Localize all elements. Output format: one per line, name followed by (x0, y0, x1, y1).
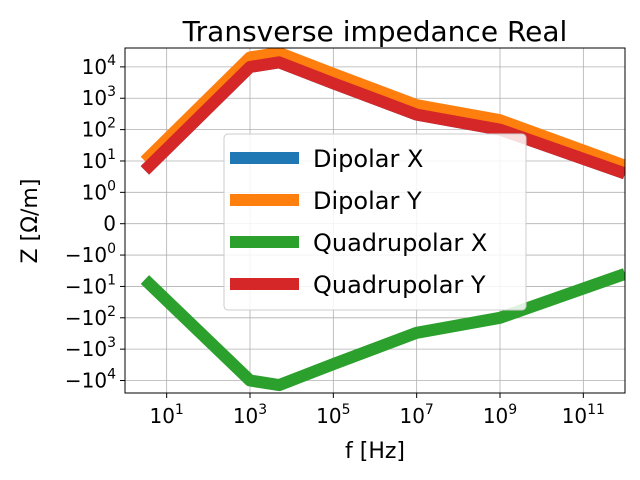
x-tick-label: 105 (316, 402, 350, 428)
x-axis-label: f [Hz] (345, 439, 405, 464)
y-tick-exponent: 3 (107, 84, 116, 100)
x-tick-exponent: 7 (425, 402, 434, 418)
x-tick-label: 103 (233, 402, 267, 428)
legend-label: Quadrupolar Y (313, 271, 486, 299)
x-ticks: 101 103 105 107 109 1011 (149, 393, 605, 428)
legend-label: Dipolar X (313, 145, 423, 173)
y-tick-label: −103 (65, 335, 116, 361)
y-tick-exponent: 3 (107, 335, 116, 351)
y-axis-label: Z [Ω/m] (18, 179, 43, 264)
series-line-dipolar-y (140, 48, 625, 172)
x-tick-exponent: 9 (508, 402, 517, 418)
y-tick-exponent: 1 (107, 147, 116, 163)
legend: Dipolar X Dipolar Y Quadrupolar X Quadrupol… (223, 133, 527, 311)
x-tick-exponent: 3 (258, 402, 267, 418)
y-tick-label: −102 (65, 304, 116, 330)
y-tick-label: −101 (65, 272, 116, 298)
chart-title: Transverse impedance Real (182, 15, 568, 48)
series-line-quadrupolar-x (140, 268, 625, 392)
x-tick-exponent: 11 (587, 402, 605, 418)
plot-frame (124, 47, 626, 394)
y-tick-exponent: 2 (107, 116, 116, 132)
y-tick-exponent: 0 (107, 241, 116, 257)
legend-label: Quadrupolar X (313, 229, 487, 257)
x-tick-label: 107 (399, 402, 433, 428)
y-tick-exponent: 4 (107, 367, 116, 383)
y-tick-exponent: 1 (107, 272, 116, 288)
x-tick-exponent: 5 (342, 402, 351, 418)
y-tick-label: 102 (82, 116, 116, 142)
y-tick-label: 104 (82, 53, 116, 79)
series-line-quadrupolar-y (140, 56, 625, 180)
x-tick-label: 109 (483, 402, 517, 428)
x-tick-label: 101 (149, 402, 183, 428)
legend-box (223, 133, 527, 311)
series-group (140, 48, 625, 392)
y-tick-label: 0 (103, 212, 116, 236)
y-tick-label: −104 (65, 367, 116, 393)
x-tick-exponent: 1 (175, 402, 184, 418)
legend-label: Dipolar Y (313, 187, 422, 215)
y-tick-label: −100 (65, 241, 116, 267)
y-tick-exponent: 2 (107, 304, 116, 320)
x-tick-label: 1011 (562, 402, 605, 428)
y-tick-label: 101 (82, 147, 116, 173)
y-tick-label: 103 (82, 84, 116, 110)
y-tick-exponent: 4 (107, 53, 116, 69)
y-tick-label: 100 (82, 178, 116, 204)
y-tick-exponent: 0 (107, 178, 116, 194)
